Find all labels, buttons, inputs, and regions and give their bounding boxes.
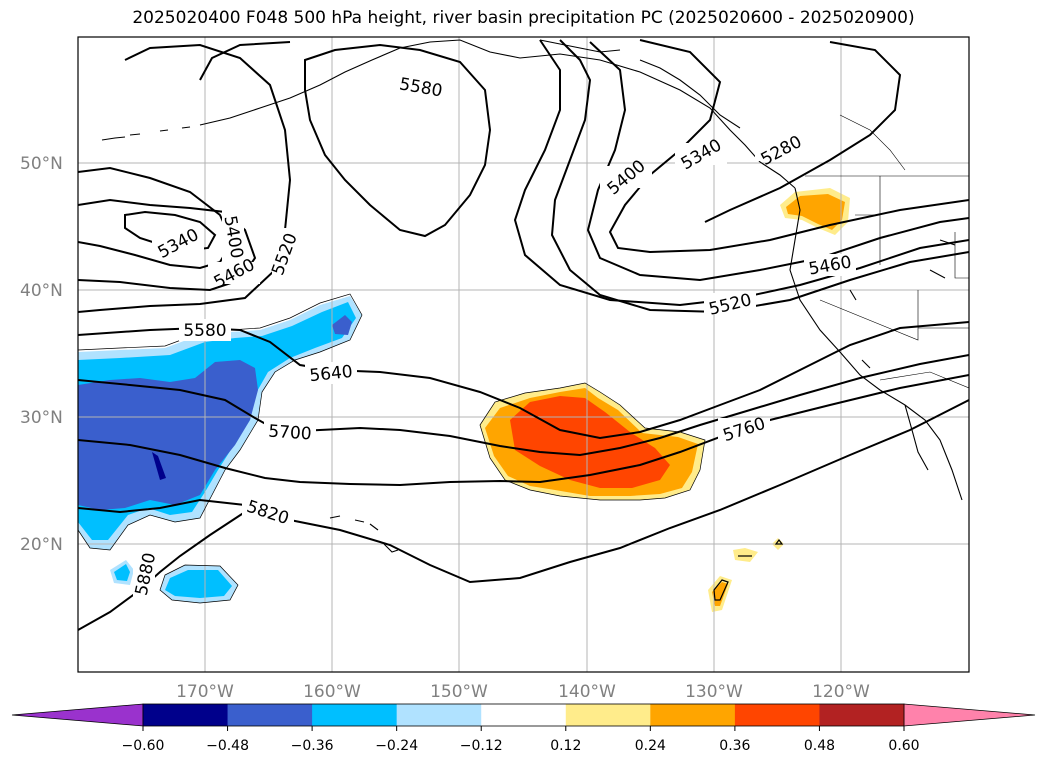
colorbar-tick-label: −0.24 (375, 738, 418, 754)
contour-label: 5700 (268, 422, 313, 445)
colorbar-extend-left (11, 703, 144, 727)
lat-label: 30°N (20, 408, 63, 428)
borders (805, 114, 969, 389)
colorbar-tick-label: −0.60 (122, 738, 165, 754)
colorbar-tick-label: −0.36 (291, 738, 334, 754)
colorbar-segment (481, 704, 567, 726)
lon-label: 140°W (558, 682, 616, 702)
gridlines (78, 37, 969, 672)
map-frame (77, 36, 970, 673)
colorbar-extend-right (903, 703, 1036, 727)
lat-label: 20°N (20, 535, 63, 555)
colorbar-tick-label: 0.12 (550, 738, 581, 754)
lon-label: 130°W (685, 682, 743, 702)
colorbar-tick-label: 0.24 (635, 738, 666, 754)
lon-label: 150°W (430, 682, 488, 702)
colorbar-segment (396, 704, 482, 726)
contour-label: 5580 (183, 321, 226, 341)
colorbar-tick-label: 0.60 (888, 738, 919, 754)
colorbar-segment (143, 704, 229, 726)
colorbar-segment (650, 704, 736, 726)
negative-precip-area (78, 296, 362, 603)
contour-label: 5640 (309, 362, 354, 386)
colorbar-tick-label: 0.36 (719, 738, 750, 754)
chart-title: 2025020400 F048 500 hPa height, river ba… (132, 8, 915, 28)
colorbar-segment (227, 704, 313, 726)
colorbar-frame (142, 703, 905, 727)
lon-label: 170°W (176, 682, 234, 702)
colorbar-segment (565, 704, 651, 726)
lat-label: 50°N (20, 154, 63, 174)
hawaii-islands (713, 539, 784, 601)
colorbar-tick-label: −0.48 (206, 738, 249, 754)
lon-label: 120°W (812, 682, 870, 702)
colorbar-segment (312, 704, 398, 726)
colorbar-tick-label: 0.48 (804, 738, 835, 754)
colorbar-segment (819, 704, 905, 726)
colorbar-segment (734, 704, 820, 726)
lat-label: 40°N (20, 281, 63, 301)
colorbar-tick-label: −0.12 (460, 738, 503, 754)
lon-label: 160°W (303, 682, 361, 702)
colorbar: −0.60 −0.48 −0.36 −0.24 −0.12 0.12 0.24 0.36 0.4… (11, 703, 1036, 754)
